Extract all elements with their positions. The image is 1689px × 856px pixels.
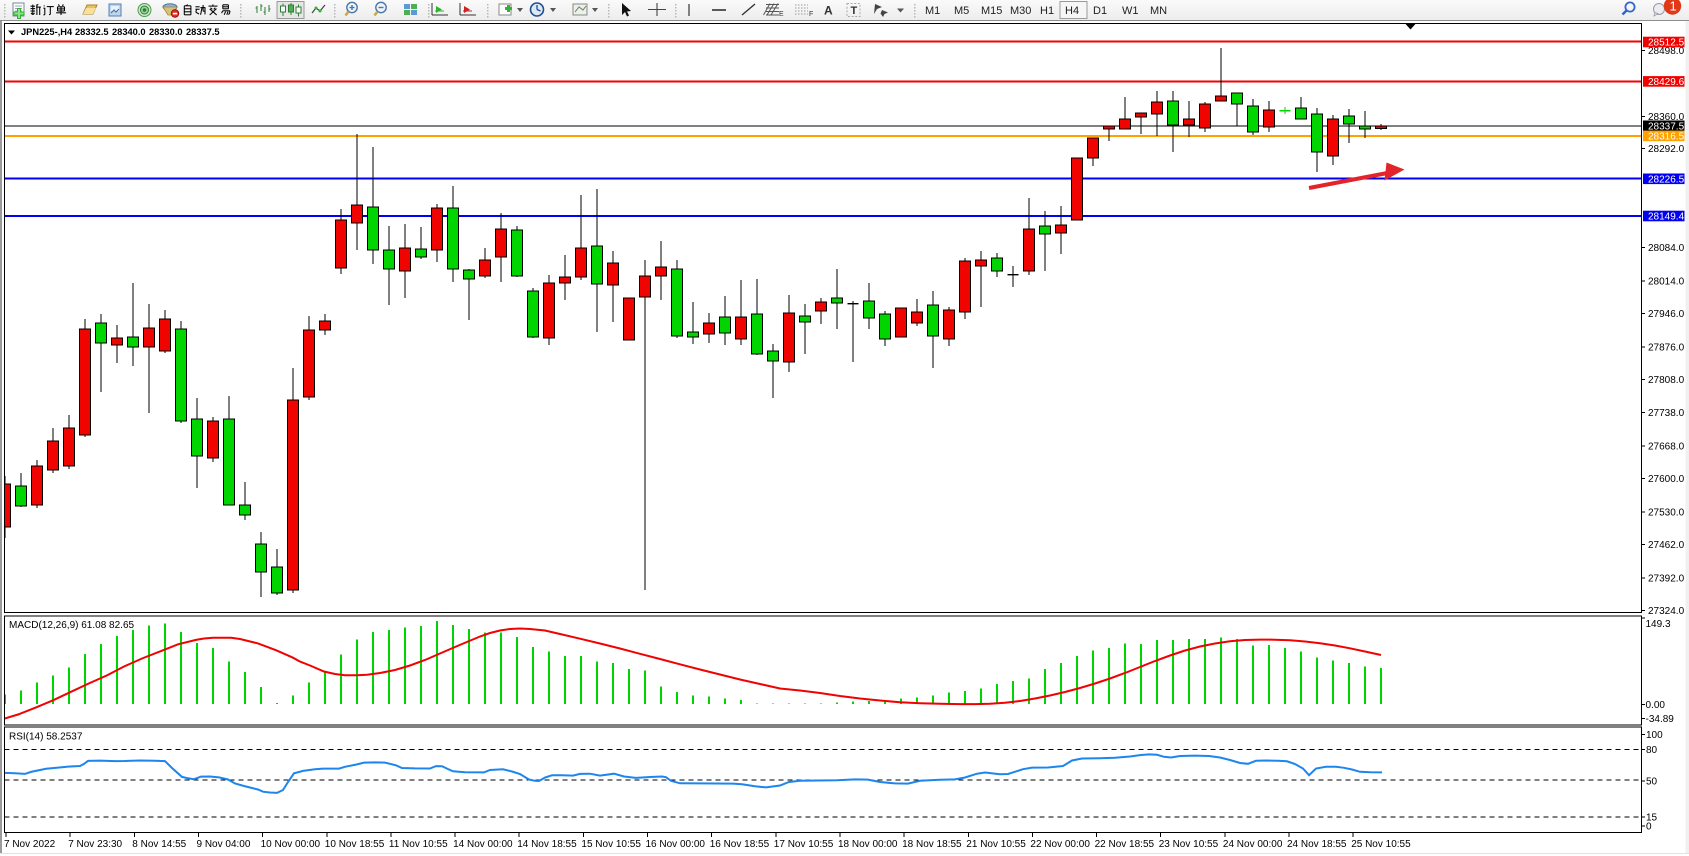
svg-text:28429.6: 28429.6 <box>1648 77 1685 88</box>
svg-text:M30: M30 <box>1010 5 1031 17</box>
svg-text:27946.0: 27946.0 <box>1648 309 1685 320</box>
svg-text:MACD(12,26,9) 61.08 82.65: MACD(12,26,9) 61.08 82.65 <box>9 620 135 631</box>
svg-text:27668.0: 27668.0 <box>1648 442 1685 453</box>
svg-text:27876.0: 27876.0 <box>1648 342 1685 353</box>
svg-text:A: A <box>824 4 833 18</box>
svg-text:28360.0: 28360.0 <box>1648 112 1685 123</box>
svg-text:14 Nov 00:00: 14 Nov 00:00 <box>453 839 513 850</box>
svg-text:28149.4: 28149.4 <box>1648 212 1685 223</box>
svg-text:22 Nov 18:55: 22 Nov 18:55 <box>1095 839 1155 850</box>
svg-text:27392.0: 27392.0 <box>1648 574 1685 585</box>
svg-text:D1: D1 <box>1093 5 1107 17</box>
svg-text:24 Nov 00:00: 24 Nov 00:00 <box>1223 839 1283 850</box>
svg-text:80: 80 <box>1646 745 1658 756</box>
svg-text:28292.0: 28292.0 <box>1648 144 1685 155</box>
svg-text:H1: H1 <box>1040 5 1054 17</box>
svg-text:50: 50 <box>1646 776 1658 787</box>
svg-text:H4: H4 <box>1065 5 1079 17</box>
svg-text:28337.5: 28337.5 <box>186 27 220 37</box>
svg-text:18 Nov 18:55: 18 Nov 18:55 <box>902 839 962 850</box>
svg-text:23 Nov 10:55: 23 Nov 10:55 <box>1159 839 1219 850</box>
svg-text:M1: M1 <box>925 5 940 17</box>
svg-text:MN: MN <box>1150 5 1167 17</box>
svg-text:JPN225-,H4: JPN225-,H4 <box>21 27 73 37</box>
svg-text:21 Nov 10:55: 21 Nov 10:55 <box>966 839 1026 850</box>
svg-text:7 Nov 23:30: 7 Nov 23:30 <box>68 839 122 850</box>
svg-text:28084.0: 28084.0 <box>1648 243 1685 254</box>
svg-text:28498.0: 28498.0 <box>1648 46 1685 57</box>
svg-text:16 Nov 00:00: 16 Nov 00:00 <box>646 839 706 850</box>
svg-text:15: 15 <box>1646 812 1658 823</box>
svg-text:27462.0: 27462.0 <box>1648 540 1685 551</box>
svg-text:28014.0: 28014.0 <box>1648 276 1685 287</box>
svg-text:14 Nov 18:55: 14 Nov 18:55 <box>517 839 577 850</box>
svg-text:149.3: 149.3 <box>1646 619 1671 630</box>
svg-text:15 Nov 10:55: 15 Nov 10:55 <box>581 839 641 850</box>
svg-text:M5: M5 <box>954 5 969 17</box>
svg-text:E: E <box>779 11 784 18</box>
svg-text:28330.0: 28330.0 <box>149 27 183 37</box>
svg-text:100: 100 <box>1646 730 1663 741</box>
svg-text:RSI(14) 58.2537: RSI(14) 58.2537 <box>9 732 83 743</box>
svg-text:16 Nov 18:55: 16 Nov 18:55 <box>710 839 770 850</box>
svg-text:8 Nov 14:55: 8 Nov 14:55 <box>132 839 186 850</box>
svg-text:28332.5: 28332.5 <box>75 27 109 37</box>
svg-text:24 Nov 18:55: 24 Nov 18:55 <box>1287 839 1347 850</box>
svg-text:M15: M15 <box>981 5 1002 17</box>
svg-text:-34.89: -34.89 <box>1646 714 1675 725</box>
svg-text:25 Nov 10:55: 25 Nov 10:55 <box>1351 839 1411 850</box>
svg-text:28337.5: 28337.5 <box>1648 121 1685 132</box>
svg-text:28316.5: 28316.5 <box>1648 132 1685 143</box>
svg-text:28340.0: 28340.0 <box>112 27 146 37</box>
svg-text:7 Nov 2022: 7 Nov 2022 <box>4 839 56 850</box>
svg-text:27600.0: 27600.0 <box>1648 474 1685 485</box>
svg-text:10 Nov 18:55: 10 Nov 18:55 <box>325 839 385 850</box>
svg-text:0: 0 <box>1646 822 1652 833</box>
svg-text:11 Nov 10:55: 11 Nov 10:55 <box>389 839 448 850</box>
svg-text:28226.5: 28226.5 <box>1648 174 1685 185</box>
svg-text:22 Nov 00:00: 22 Nov 00:00 <box>1030 839 1090 850</box>
svg-text:9 Nov 04:00: 9 Nov 04:00 <box>197 839 251 850</box>
svg-text:F: F <box>809 11 813 18</box>
svg-text:28512.5: 28512.5 <box>1648 38 1685 49</box>
svg-text:0.00: 0.00 <box>1646 700 1666 711</box>
svg-text:27808.0: 27808.0 <box>1648 375 1685 386</box>
svg-text:W1: W1 <box>1122 5 1139 17</box>
svg-text:1: 1 <box>1670 0 1677 14</box>
svg-text:17 Nov 10:55: 17 Nov 10:55 <box>774 839 834 850</box>
svg-text:T: T <box>851 5 858 17</box>
svg-text:27324.0: 27324.0 <box>1648 606 1685 617</box>
svg-text:27530.0: 27530.0 <box>1648 508 1685 519</box>
svg-text:27738.0: 27738.0 <box>1648 408 1685 419</box>
svg-text:18 Nov 00:00: 18 Nov 00:00 <box>838 839 898 850</box>
svg-text:10 Nov 00:00: 10 Nov 00:00 <box>261 839 321 850</box>
